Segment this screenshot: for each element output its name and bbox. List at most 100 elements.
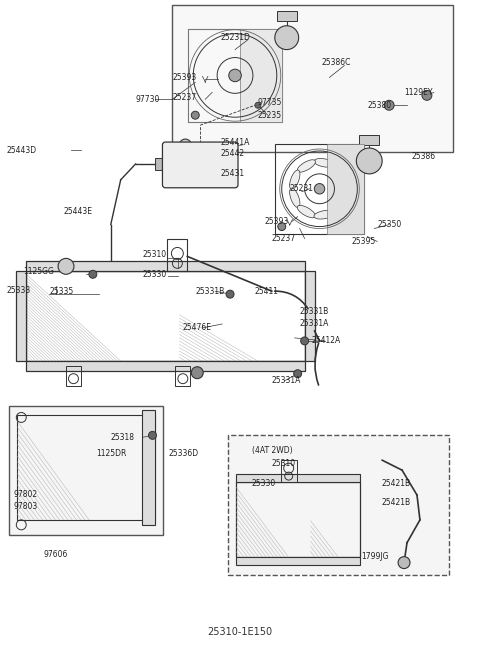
Ellipse shape (250, 86, 265, 103)
Text: 97730: 97730 (136, 95, 160, 104)
Circle shape (300, 337, 309, 345)
Ellipse shape (314, 158, 334, 167)
Text: 97606: 97606 (43, 550, 68, 559)
Bar (142, 410, 156, 525)
Ellipse shape (261, 65, 269, 86)
Text: 25441A: 25441A (220, 138, 250, 147)
Text: 97802: 97802 (13, 490, 37, 499)
Ellipse shape (289, 188, 300, 207)
Text: 25350: 25350 (377, 220, 401, 229)
Circle shape (148, 432, 156, 439)
Circle shape (275, 26, 299, 50)
Text: (4AT 2WD): (4AT 2WD) (252, 446, 292, 455)
Circle shape (356, 148, 382, 174)
Ellipse shape (229, 100, 251, 109)
Text: 25331A: 25331A (300, 320, 329, 329)
Text: 25395: 25395 (351, 237, 376, 246)
Text: 25412A: 25412A (312, 337, 341, 346)
Text: 97803: 97803 (13, 503, 37, 512)
Circle shape (192, 111, 199, 119)
Circle shape (384, 100, 394, 110)
Bar (168, 240, 187, 271)
Bar (9, 406, 164, 535)
Bar (277, 11, 297, 21)
Text: 25336D: 25336D (168, 449, 199, 458)
Bar (172, 5, 453, 152)
Bar (236, 482, 360, 557)
Circle shape (226, 290, 234, 298)
Text: 25331B: 25331B (300, 307, 329, 315)
Text: 25318: 25318 (111, 433, 135, 442)
Bar (240, 28, 282, 122)
Text: 25235: 25235 (258, 110, 282, 120)
Bar (188, 28, 282, 122)
Text: 25393: 25393 (172, 73, 197, 82)
Circle shape (58, 258, 74, 275)
Text: 25380: 25380 (367, 101, 391, 110)
Text: 97735: 97735 (258, 98, 282, 107)
Circle shape (255, 102, 261, 109)
Text: 1129EY: 1129EY (404, 88, 432, 97)
Bar (26, 262, 305, 271)
Text: 25421B: 25421B (381, 479, 410, 488)
Bar (175, 366, 190, 386)
Text: 25431: 25431 (220, 169, 244, 178)
Ellipse shape (297, 205, 315, 218)
Bar (236, 557, 360, 565)
Ellipse shape (333, 163, 347, 180)
Ellipse shape (314, 211, 334, 219)
Text: 25331B: 25331B (195, 287, 225, 296)
Text: 25386C: 25386C (322, 58, 351, 67)
Circle shape (89, 270, 97, 278)
Ellipse shape (202, 55, 212, 76)
Text: 25310-1E150: 25310-1E150 (207, 627, 273, 637)
Ellipse shape (297, 160, 315, 172)
Text: 25443E: 25443E (63, 207, 92, 216)
Bar (26, 360, 305, 371)
Text: 25231D: 25231D (220, 33, 250, 42)
Ellipse shape (211, 43, 229, 56)
Circle shape (398, 557, 410, 568)
Text: 1125DR: 1125DR (96, 449, 126, 458)
Text: 25386: 25386 (411, 152, 435, 162)
Bar (281, 460, 297, 482)
Text: 25310: 25310 (143, 250, 167, 259)
Ellipse shape (250, 48, 265, 65)
Ellipse shape (211, 95, 229, 108)
Bar (16, 271, 26, 360)
Circle shape (278, 223, 286, 231)
Text: 25310: 25310 (272, 459, 296, 468)
Text: 25331A: 25331A (272, 376, 301, 385)
Circle shape (192, 367, 203, 379)
Text: 25333: 25333 (6, 286, 31, 295)
Text: 25237: 25237 (272, 234, 296, 243)
Bar (275, 144, 364, 233)
Text: 25421B: 25421B (381, 499, 410, 508)
Text: 25330: 25330 (252, 479, 276, 488)
Ellipse shape (342, 178, 350, 199)
Circle shape (229, 69, 241, 81)
Bar (305, 271, 314, 360)
Bar (17, 415, 156, 520)
Text: 25237: 25237 (172, 93, 196, 102)
Text: 25330: 25330 (143, 270, 167, 279)
Circle shape (422, 90, 432, 100)
Bar (26, 271, 305, 360)
Text: 25231: 25231 (290, 184, 314, 193)
Bar (236, 474, 360, 482)
Bar (228, 435, 449, 574)
Ellipse shape (202, 76, 212, 96)
Ellipse shape (229, 41, 251, 50)
Text: 25335: 25335 (49, 287, 73, 296)
Text: 1799JG: 1799JG (361, 552, 389, 561)
Bar (66, 366, 81, 386)
Ellipse shape (333, 198, 347, 214)
FancyBboxPatch shape (162, 142, 238, 188)
Text: 25443D: 25443D (6, 145, 36, 154)
Bar (327, 144, 364, 233)
Bar (360, 135, 379, 145)
Ellipse shape (289, 170, 300, 189)
Text: 25393: 25393 (265, 217, 289, 226)
Circle shape (180, 139, 192, 151)
Bar (156, 158, 168, 170)
